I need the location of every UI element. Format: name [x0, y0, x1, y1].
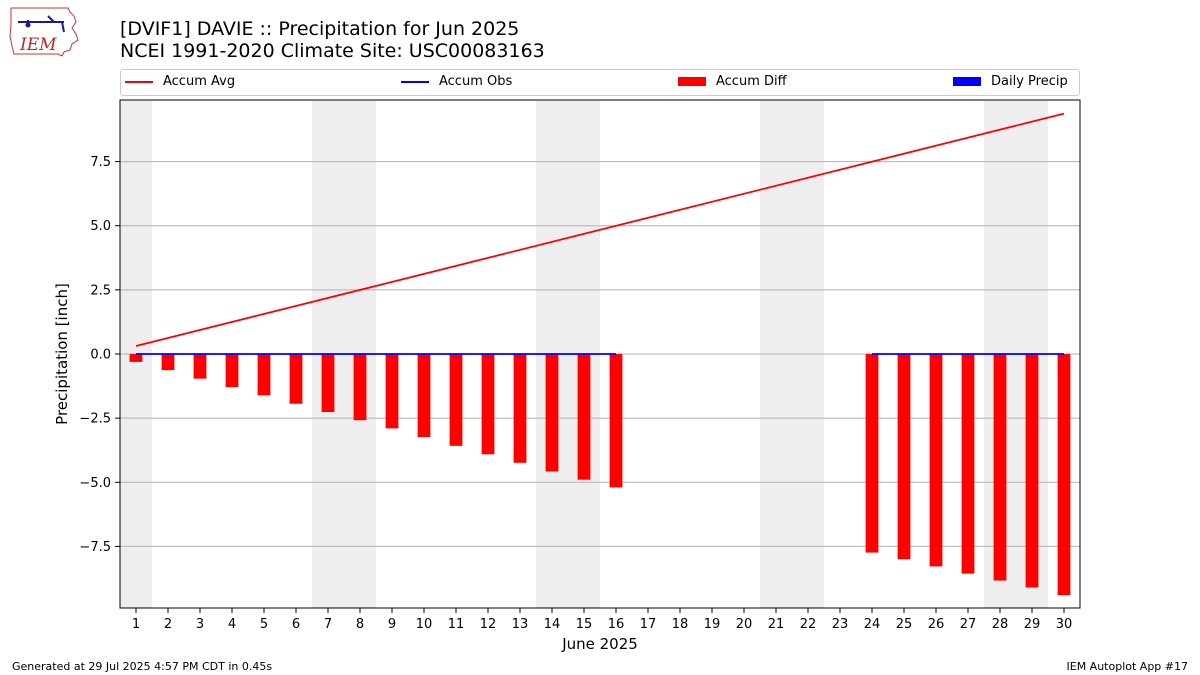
x-tick-label: 28 — [992, 617, 1009, 632]
legend-item-accum-avg: Accum Avg — [125, 74, 235, 89]
x-tick-label: 17 — [640, 617, 657, 632]
bar-accum-diff — [449, 354, 463, 446]
bar-accum-diff — [1057, 354, 1071, 596]
x-axis-ticks: 1 2 3 4 5 6 7 8 9 10 11 12 13 14 15 16 17 18 19 20 21 22 23 24 2… — [132, 608, 1072, 632]
x-tick-label: 14 — [544, 617, 561, 632]
bar-accum-diff — [225, 354, 239, 388]
x-tick-label: 5 — [260, 617, 268, 632]
legend-swatch — [125, 80, 153, 83]
x-axis-label: June 2025 — [561, 635, 638, 653]
bar-accum-diff — [865, 354, 879, 553]
x-tick-label: 4 — [228, 617, 236, 632]
bar-accum-diff — [577, 354, 591, 480]
y-tick-label: −2.5 — [79, 412, 111, 427]
x-tick-label: 8 — [356, 617, 364, 632]
bars-group — [129, 354, 1071, 596]
chart-title: [DVIF1] DAVIE :: Precipitation for Jun 2… — [120, 18, 520, 40]
x-tick-label: 7 — [324, 617, 332, 632]
x-tick-label: 13 — [512, 617, 529, 632]
legend-item-accum-obs: Accum Obs — [401, 74, 512, 89]
lines-group — [135, 112, 1065, 355]
x-tick-label: 30 — [1056, 617, 1073, 632]
weather-symbol — [18, 15, 65, 33]
x-tick-label: 26 — [928, 617, 945, 632]
x-tick-label: 24 — [864, 617, 881, 632]
bar-accum-diff — [961, 354, 975, 574]
legend-label: Accum Diff — [716, 74, 787, 89]
x-tick-label: 6 — [292, 617, 300, 632]
legend-item-accum-diff: Accum Diff — [678, 74, 787, 89]
bar-accum-diff — [321, 354, 335, 412]
y-axis-ticks: −7.5 −5.0 −2.5 0.0 2.5 5.0 7.5 — [79, 155, 120, 555]
x-tick-label: 11 — [448, 617, 465, 632]
legend-label: Accum Obs — [439, 74, 513, 89]
x-tick-label: 10 — [416, 617, 433, 632]
x-tick-label: 19 — [704, 617, 721, 632]
footer-app: IEM Autoplot App #17 — [1066, 660, 1189, 673]
x-tick-label: 15 — [576, 617, 593, 632]
y-tick-label: 2.5 — [90, 283, 111, 298]
x-tick-label: 9 — [388, 617, 396, 632]
bar-accum-diff — [513, 354, 527, 463]
x-tick-label: 1 — [132, 617, 140, 632]
bar-accum-diff — [929, 354, 943, 567]
bar-accum-diff — [161, 354, 175, 371]
bar-accum-diff — [417, 354, 431, 438]
bar-accum-diff — [1025, 354, 1039, 588]
x-tick-label: 16 — [608, 617, 625, 632]
x-tick-label: 2 — [164, 617, 172, 632]
x-tick-label: 23 — [832, 617, 849, 632]
footer-generated: Generated at 29 Jul 2025 4:57 PM CDT in … — [12, 660, 273, 673]
legend-label: Accum Avg — [163, 74, 236, 89]
line-accum-avg — [135, 112, 1065, 347]
x-tick-label: 21 — [768, 617, 785, 632]
legend-item-daily-precip: Daily Precip — [953, 74, 1068, 89]
legend: Accum Avg Accum Obs Accum Diff Daily Pre… — [120, 69, 1080, 96]
iem-logo: IEM — [9, 7, 79, 57]
chart-subtitle: NCEI 1991-2020 Climate Site: USC00083163 — [120, 40, 545, 62]
weather-dot — [25, 22, 31, 28]
legend-swatch — [678, 77, 706, 86]
x-tick-label: 22 — [800, 617, 817, 632]
y-tick-label: 5.0 — [90, 219, 111, 234]
bar-accum-diff — [545, 354, 559, 472]
bar-accum-diff — [897, 354, 911, 560]
legend-label: Daily Precip — [991, 74, 1068, 89]
y-tick-label: −5.0 — [79, 476, 111, 491]
y-tick-label: 7.5 — [90, 155, 111, 170]
legend-swatch — [953, 77, 981, 86]
x-tick-label: 20 — [736, 617, 753, 632]
bar-accum-diff — [385, 354, 399, 429]
bar-accum-diff — [353, 354, 367, 421]
bar-accum-diff — [257, 354, 271, 396]
bar-accum-diff — [289, 354, 303, 404]
bar-accum-diff — [193, 354, 207, 379]
bar-accum-diff — [129, 354, 143, 362]
x-tick-label: 12 — [480, 617, 497, 632]
bar-accum-diff — [609, 354, 623, 488]
y-tick-label: 0.0 — [90, 348, 111, 363]
x-tick-label: 29 — [1024, 617, 1041, 632]
y-tick-label: −7.5 — [79, 540, 111, 555]
x-tick-label: 18 — [672, 617, 689, 632]
legend-swatch — [401, 80, 429, 83]
x-tick-label: 25 — [896, 617, 913, 632]
x-tick-label: 3 — [196, 617, 204, 632]
bar-accum-diff — [481, 354, 495, 455]
x-tick-label: 27 — [960, 617, 977, 632]
y-axis-label: Precipitation [inch] — [53, 283, 71, 425]
logo-text: IEM — [19, 35, 57, 55]
bar-accum-diff — [993, 354, 1007, 581]
